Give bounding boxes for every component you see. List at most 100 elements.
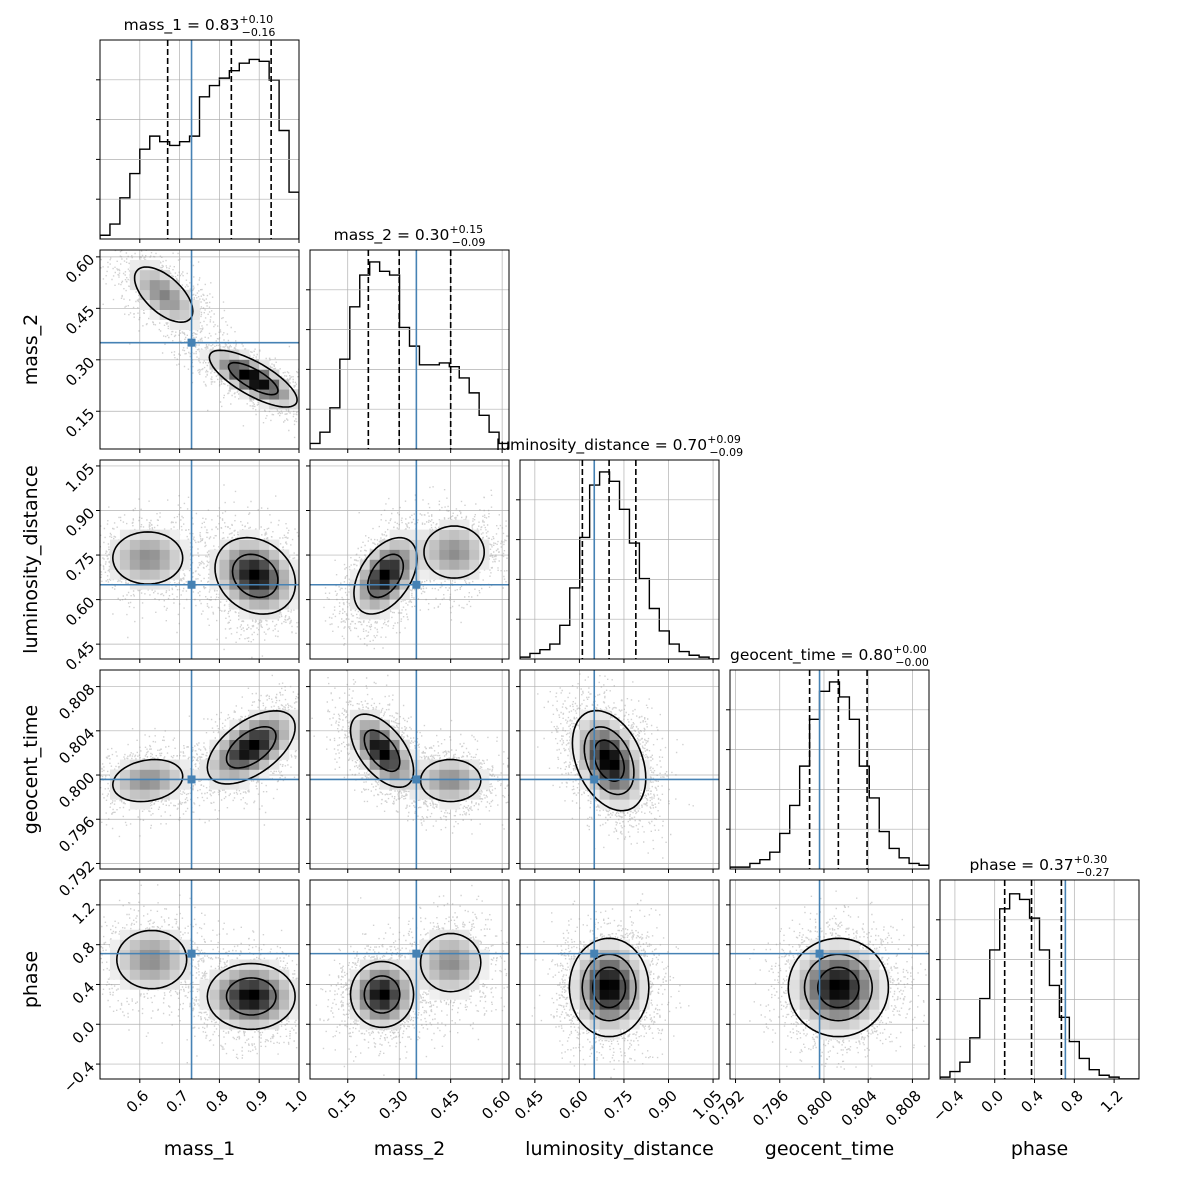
density-cell xyxy=(119,789,131,800)
y-tick-label: 0.804 xyxy=(55,724,98,767)
density-cell xyxy=(219,539,230,550)
contour-line xyxy=(214,536,297,615)
density-cell xyxy=(259,1019,270,1030)
density-cell xyxy=(149,789,160,800)
density-cell xyxy=(389,589,400,600)
density-cell xyxy=(569,749,580,760)
density-cell xyxy=(169,309,180,320)
density-cell xyxy=(269,729,280,740)
density-cell xyxy=(169,779,180,790)
density-cell xyxy=(419,979,430,990)
density-cell xyxy=(479,959,490,970)
density-cell xyxy=(279,1009,290,1020)
panel-frame xyxy=(99,39,300,240)
density-cell xyxy=(399,549,410,560)
density-cell xyxy=(229,379,240,390)
density-cell xyxy=(349,999,361,1010)
density-cell xyxy=(249,589,260,600)
truth-marker xyxy=(412,580,421,589)
density-cell xyxy=(109,779,121,790)
truth-marker xyxy=(412,775,421,784)
panel-mass_2-vs-geocent_time xyxy=(306,669,510,873)
x-axis-label-mass_2: mass_2 xyxy=(374,1138,446,1160)
density-cell xyxy=(429,789,440,800)
density-cell xyxy=(369,999,380,1010)
density-cell xyxy=(249,979,260,990)
density-cell xyxy=(579,769,590,780)
panel-frame xyxy=(309,879,510,1080)
x-tick-label: 0.60 xyxy=(478,1087,514,1123)
density-cell xyxy=(439,549,450,560)
density-cell xyxy=(409,749,420,760)
density-cell xyxy=(599,999,610,1010)
density-cell xyxy=(639,999,650,1010)
density-cell xyxy=(229,549,240,560)
density-cell xyxy=(609,1029,620,1040)
density-cell xyxy=(159,309,170,320)
density-cell xyxy=(599,979,610,990)
density-cell xyxy=(389,969,400,980)
density-cell xyxy=(169,949,180,960)
density-cell xyxy=(139,799,151,810)
density-cell xyxy=(619,799,630,810)
density-cell xyxy=(599,939,610,950)
density-cell xyxy=(139,789,151,800)
density-cell xyxy=(279,599,290,610)
density-cell xyxy=(379,999,390,1010)
density-cell xyxy=(439,519,450,530)
density-cell xyxy=(149,779,160,790)
density-cell xyxy=(119,959,131,970)
density-cell xyxy=(799,969,810,980)
hist-panel-luminosity_distance xyxy=(516,459,720,663)
x-tick-label: 0.8 xyxy=(202,1087,232,1117)
panel-mass_1-vs-phase: −0.4 0.0 0.4 0.8 1.2 0.6 0.7 0.8 0.9 1.0 xyxy=(60,879,311,1117)
density-cell xyxy=(159,279,170,291)
contour-line xyxy=(227,361,279,396)
density-cell xyxy=(809,989,820,1000)
density-cell xyxy=(379,1019,390,1030)
x-tick-label: 0.7 xyxy=(162,1087,192,1117)
density-cell xyxy=(229,749,240,760)
density-cell xyxy=(239,569,250,580)
density-cell xyxy=(859,949,870,960)
density-cell xyxy=(359,609,370,620)
density-cell xyxy=(369,979,380,990)
density-cell xyxy=(479,769,490,780)
density-cell xyxy=(259,739,270,750)
density-cell xyxy=(799,949,810,960)
density-cell xyxy=(239,349,250,360)
y-tick-label: 0.792 xyxy=(55,857,98,900)
density-cell xyxy=(569,729,580,740)
density-cell xyxy=(229,359,240,370)
density-cell xyxy=(189,309,200,320)
density-cell xyxy=(609,799,620,810)
density-cell xyxy=(399,979,410,990)
density-cell xyxy=(439,789,450,800)
density-cell xyxy=(369,989,380,1000)
density-cell xyxy=(259,559,270,570)
density-cell xyxy=(179,959,190,970)
density-cell xyxy=(439,759,450,770)
density-cell xyxy=(629,1009,640,1020)
density-cell xyxy=(409,959,420,970)
density-cell xyxy=(259,539,270,550)
density-cell xyxy=(149,289,160,301)
density-cell xyxy=(609,999,620,1010)
density-cell xyxy=(419,969,430,980)
density-cell xyxy=(269,539,280,550)
density-cell xyxy=(829,979,840,990)
density-cell xyxy=(419,779,430,790)
density-cell xyxy=(369,1009,380,1020)
density-cell xyxy=(379,739,390,750)
density-cell xyxy=(579,989,590,1000)
density-cell xyxy=(119,549,131,560)
density-cell xyxy=(449,789,460,800)
density-cell xyxy=(109,559,121,570)
density-cell xyxy=(469,779,480,790)
density-cell xyxy=(109,549,121,560)
density-cell xyxy=(849,979,860,990)
x-tick-label: 0.6 xyxy=(123,1087,153,1117)
density-cell xyxy=(279,999,290,1010)
density-cell xyxy=(789,989,800,1000)
